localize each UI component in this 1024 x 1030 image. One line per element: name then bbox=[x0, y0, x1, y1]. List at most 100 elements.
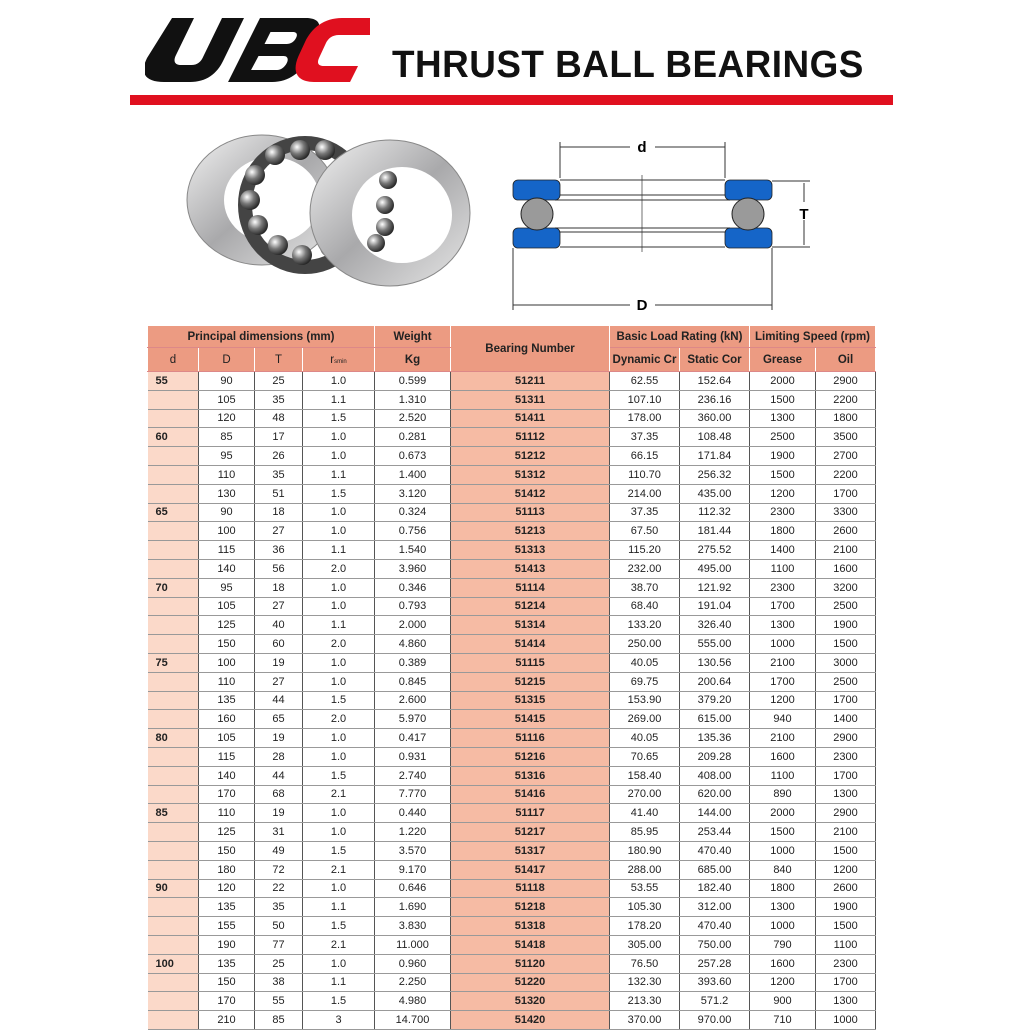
header-static-cor: Static Cor bbox=[679, 347, 750, 372]
cell-oil-speed: 1500 bbox=[815, 634, 876, 654]
cell-bearing-number: 51311 bbox=[450, 390, 610, 410]
cell-weight-kg: 1.310 bbox=[374, 390, 451, 410]
cell-oil-speed: 2100 bbox=[815, 822, 876, 842]
cell-bearing-number: 51114 bbox=[450, 577, 610, 598]
cell-d bbox=[147, 747, 199, 767]
cell-dynamic-cr: 85.95 bbox=[609, 822, 680, 842]
cell-outer-diameter-D: 105 bbox=[198, 728, 255, 748]
cell-r-smin: 1.1 bbox=[302, 465, 375, 485]
cell-outer-diameter-D: 120 bbox=[198, 878, 255, 899]
cell-d bbox=[147, 1010, 199, 1030]
cell-grease-speed: 1200 bbox=[749, 691, 816, 711]
cell-weight-kg: 0.646 bbox=[374, 878, 451, 899]
cell-dynamic-cr: 62.55 bbox=[609, 371, 680, 391]
cell-static-cor: 435.00 bbox=[679, 484, 750, 504]
header-d: d bbox=[147, 347, 199, 372]
cell-outer-diameter-D: 170 bbox=[198, 991, 255, 1012]
cell-outer-diameter-D: 160 bbox=[198, 709, 255, 730]
cell-d bbox=[147, 841, 199, 861]
cell-dynamic-cr: 76.50 bbox=[609, 953, 680, 974]
cell-r-smin: 1.0 bbox=[302, 747, 375, 767]
cell-static-cor: 275.52 bbox=[679, 540, 750, 560]
cell-d bbox=[147, 390, 199, 410]
cell-dynamic-cr: 213.30 bbox=[609, 991, 680, 1012]
cell-static-cor: 108.48 bbox=[679, 427, 750, 448]
cell-grease-speed: 1500 bbox=[749, 822, 816, 842]
cell-static-cor: 555.00 bbox=[679, 634, 750, 654]
cell-outer-diameter-D: 150 bbox=[198, 841, 255, 861]
cell-weight-kg: 0.756 bbox=[374, 521, 451, 542]
cell-bearing-number: 51214 bbox=[450, 597, 610, 617]
cell-bearing-number: 51117 bbox=[450, 803, 610, 824]
cell-oil-speed: 1700 bbox=[815, 973, 876, 993]
cell-d: 65 bbox=[147, 502, 199, 523]
cell-d bbox=[147, 991, 199, 1012]
cell-bearing-number: 51220 bbox=[450, 973, 610, 993]
cell-thickness-T: 19 bbox=[254, 803, 303, 824]
cell-bearing-number: 51116 bbox=[450, 728, 610, 748]
cell-oil-speed: 1100 bbox=[815, 935, 876, 955]
cell-bearing-number: 51211 bbox=[450, 371, 610, 391]
cell-bearing-number: 51416 bbox=[450, 785, 610, 805]
cell-outer-diameter-D: 90 bbox=[198, 371, 255, 391]
cell-weight-kg: 4.980 bbox=[374, 991, 451, 1012]
cell-r-smin: 1.0 bbox=[302, 878, 375, 899]
cell-outer-diameter-D: 95 bbox=[198, 577, 255, 598]
cell-r-smin: 1.1 bbox=[302, 540, 375, 560]
header-r-subscript: smin bbox=[334, 358, 347, 365]
table-row: 170 68 2.1 7.770 51416 270.00 620.00 890 1300 bbox=[147, 785, 876, 805]
cell-bearing-number: 51420 bbox=[450, 1010, 610, 1030]
table-row: 210 85 3 14.700 51420 370.00 970.00 710 1000 bbox=[147, 1010, 876, 1030]
cell-d bbox=[147, 521, 199, 542]
cell-thickness-T: 51 bbox=[254, 484, 303, 504]
table-row: 110 27 1.0 0.845 51215 69.75 200.64 1700 2500 bbox=[147, 672, 876, 692]
cell-grease-speed: 1100 bbox=[749, 559, 816, 579]
cell-dynamic-cr: 270.00 bbox=[609, 785, 680, 805]
cell-thickness-T: 25 bbox=[254, 953, 303, 974]
cell-grease-speed: 890 bbox=[749, 785, 816, 805]
table-row: 115 28 1.0 0.931 51216 70.65 209.28 1600 2300 bbox=[147, 747, 876, 767]
cell-bearing-number: 51411 bbox=[450, 409, 610, 429]
cell-thickness-T: 18 bbox=[254, 502, 303, 523]
header-T: T bbox=[254, 347, 303, 372]
cell-bearing-number: 51215 bbox=[450, 672, 610, 692]
cell-outer-diameter-D: 100 bbox=[198, 521, 255, 542]
header-principal-dimensions: Principal dimensions (mm) bbox=[147, 325, 375, 348]
cell-outer-diameter-D: 125 bbox=[198, 615, 255, 636]
cell-oil-speed: 2900 bbox=[815, 803, 876, 824]
cell-grease-speed: 2300 bbox=[749, 502, 816, 523]
cell-d: 60 bbox=[147, 427, 199, 448]
cell-r-smin: 1.0 bbox=[302, 597, 375, 617]
cell-static-cor: 256.32 bbox=[679, 465, 750, 485]
header-limiting-speed: Limiting Speed (rpm) bbox=[749, 325, 876, 348]
cell-d bbox=[147, 484, 199, 504]
cell-static-cor: 135.36 bbox=[679, 728, 750, 748]
cell-r-smin: 1.5 bbox=[302, 916, 375, 936]
cell-d: 100 bbox=[147, 953, 199, 974]
cell-bearing-number: 51415 bbox=[450, 709, 610, 730]
cell-d bbox=[147, 766, 199, 786]
cell-thickness-T: 27 bbox=[254, 597, 303, 617]
cell-weight-kg: 0.346 bbox=[374, 577, 451, 598]
cell-d bbox=[147, 822, 199, 842]
cell-d bbox=[147, 446, 199, 466]
cell-thickness-T: 17 bbox=[254, 427, 303, 448]
cell-bearing-number: 51112 bbox=[450, 427, 610, 448]
ubc-logo bbox=[145, 18, 370, 82]
table-row: 85 110 19 1.0 0.440 51117 41.40 144.00 2000 2900 bbox=[147, 803, 876, 824]
cell-thickness-T: 25 bbox=[254, 371, 303, 391]
cell-oil-speed: 1500 bbox=[815, 841, 876, 861]
cell-outer-diameter-D: 110 bbox=[198, 803, 255, 824]
cell-outer-diameter-D: 115 bbox=[198, 747, 255, 767]
cell-outer-diameter-D: 210 bbox=[198, 1010, 255, 1030]
cell-dynamic-cr: 305.00 bbox=[609, 935, 680, 955]
cell-r-smin: 1.0 bbox=[302, 652, 375, 673]
cell-thickness-T: 36 bbox=[254, 540, 303, 560]
cell-weight-kg: 3.960 bbox=[374, 559, 451, 579]
cell-grease-speed: 1500 bbox=[749, 390, 816, 410]
cell-dynamic-cr: 180.90 bbox=[609, 841, 680, 861]
cell-static-cor: 360.00 bbox=[679, 409, 750, 429]
cell-r-smin: 1.0 bbox=[302, 577, 375, 598]
table-row: 80 105 19 1.0 0.417 51116 40.05 135.36 2100 2900 bbox=[147, 728, 876, 748]
cell-outer-diameter-D: 140 bbox=[198, 559, 255, 579]
